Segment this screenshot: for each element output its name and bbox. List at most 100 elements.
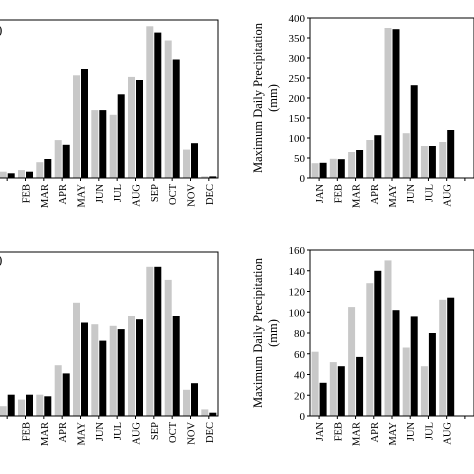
x-tick-label: AUG [443,184,454,207]
y-tick-label: 0 [300,173,306,185]
x-tick-label: JUL [424,422,435,440]
bar-series2-JUN [410,316,418,416]
bar-series2-OCT [172,59,180,178]
y-tick-label: 120 [289,287,306,299]
bar-series2-APR [374,270,382,417]
x-tick-label: MAY [388,184,399,208]
bar-series1-edge [0,171,7,178]
x-tick-label: AUG [132,184,143,207]
bar-series2-FEB [337,366,345,416]
x-tick-label: MAR [352,422,363,446]
x-tick-label: JUN [406,422,417,442]
bar-series1-JAN [311,351,319,416]
panel-bottom-right: JAN FEB MAR APR MAY JUN JUL AUG 0 20 40 60 80 100 120 1… [251,245,474,446]
panel-top-left: FEB MAR APR MAY JUN JUL AUG SEP OCT NOV DEC) [0,19,219,208]
bar-series1-MAR [348,152,356,178]
x-tick-label: FEB [22,422,33,441]
bar-series1-JUL [109,114,117,178]
bar-series2-AUG [447,297,455,416]
y-tick-label: 350 [289,33,306,45]
bar-series1-SEP [146,26,154,178]
y-tick-label: 150 [289,113,306,125]
x-tick-label: DEC [205,184,216,205]
bar-series1-JUN [91,110,99,178]
y-tick-label: 80 [294,328,306,340]
x-tick-label: MAR [352,184,363,208]
bar-series2-APR [374,135,382,178]
bar-series1-MAR [348,307,356,416]
x-tick-label: MAY [388,422,399,446]
bar-series2-MAR [356,150,364,178]
x-tick-label: DEC [205,422,216,443]
x-tick-label: MAR [40,184,51,208]
y-tick-label: 0 [300,411,306,423]
x-tick-label: SEP [150,422,161,440]
bar-series1-APR [54,140,62,178]
bar-series1-OCT [164,279,172,416]
bar-series1-JUL [420,366,428,416]
bar-series2-DEC [209,176,217,178]
bar-series2-edge [7,173,15,178]
bar-series1-JUN [402,133,410,178]
bar-series1-AUG [128,76,135,178]
bar-series2-MAR [356,356,364,416]
bar-series1-DEC [201,409,209,416]
bar-series1-AUG [439,142,447,178]
y-tick-label: 400 [289,13,306,25]
bar-series1-FEB [329,362,337,416]
y-axis-label: Maximum Daily Precipitation(mm) [251,22,280,173]
bar-series1-FEB [18,399,25,416]
x-tick-label: APR [370,422,381,442]
bar-series1-APR [366,140,374,178]
bar-series2-MAY [81,69,88,178]
bar-series1-AUG [439,299,447,416]
bar-series1-MAR [36,162,44,178]
plot-frame [0,19,219,179]
bar-series1-MAR [36,394,44,416]
x-tick-label: JUN [95,184,106,204]
y-tick-label: 250 [289,73,306,85]
bar-series2-NOV [191,143,198,178]
bar-series1-edge [0,406,7,416]
x-tick-label: FEB [333,422,344,441]
y-axis-label-line1: Maximum Daily Precipitation [251,257,265,408]
bar-series1-SEP [146,266,154,416]
x-tick-label: OCT [168,183,179,205]
bar-series2-DEC [209,412,217,416]
bar-series1-DEC [201,176,209,178]
y-axis-label-line2: (mm) [266,84,280,112]
bar-series2-JAN [319,382,327,416]
y-tick-label: 60 [294,349,306,361]
bar-series2-JUL [117,329,125,416]
y-tick-label: 100 [289,307,306,319]
bar-series1-FEB [18,170,25,178]
bar-series1-JUN [91,324,99,416]
x-tick-label: JUL [424,184,435,202]
bar-series1-JUL [420,146,428,178]
x-tick-label: JUN [95,422,106,442]
y-tick-label: 20 [294,390,306,402]
y-tick-label: 100 [289,133,306,145]
bar-series2-AUG [136,80,143,178]
bar-series1-MAY [384,28,392,178]
panel-top-right: JAN FEB MAR APR MAY JUN JUL AUG 0 50 100 150 200 250 3… [251,13,474,208]
bar-series2-JUL [117,94,125,178]
bar-series1-NOV [183,149,190,178]
x-tick-label: SEP [150,184,161,202]
x-tick-label: OCT [168,421,179,443]
bar-series2-JUN [410,85,418,178]
y-tick-label: 200 [289,93,306,105]
bar-series1-JUN [402,347,410,416]
x-tick-label: AUG [443,422,454,445]
bar-series2-AUG [447,130,455,178]
bar-series2-MAY [392,29,400,179]
x-tick-label: MAR [40,422,51,446]
bar-series1-APR [366,283,374,416]
x-tick-label: JUN [406,184,417,204]
bar-series1-MAY [73,302,80,416]
bar-series2-JUN [99,340,107,416]
bar-series2-edge [7,394,15,416]
bar-series2-MAR [44,159,52,178]
bar-series2-MAY [81,322,88,416]
